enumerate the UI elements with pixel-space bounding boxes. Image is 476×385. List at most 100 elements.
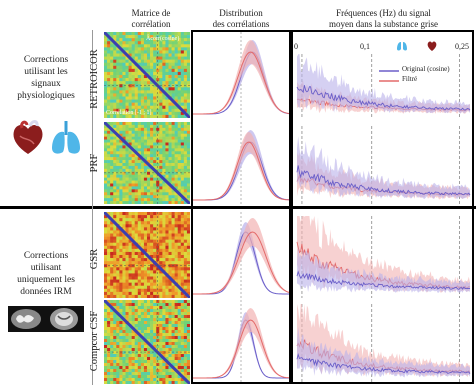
matrix-cell bbox=[177, 270, 182, 274]
matrix-cell bbox=[177, 267, 182, 271]
matrix-cell bbox=[128, 195, 132, 199]
matrix-cell bbox=[107, 291, 111, 296]
matrix-cell bbox=[165, 78, 169, 82]
matrix-cell bbox=[171, 56, 175, 60]
matrix-cell bbox=[165, 251, 169, 256]
matrix-cell bbox=[131, 369, 136, 373]
matrix-cell bbox=[162, 168, 166, 173]
row-label-gsr: GSR bbox=[89, 248, 100, 270]
matrix-cell bbox=[128, 139, 132, 143]
matrix-cell bbox=[150, 285, 154, 290]
legend-filtered: Filtré bbox=[402, 75, 418, 83]
matrix-cell bbox=[143, 124, 148, 129]
matrix-cell bbox=[107, 160, 111, 164]
matrix-cell bbox=[147, 251, 151, 256]
matrix-cell bbox=[171, 306, 175, 310]
matrix-cell bbox=[113, 71, 117, 76]
matrix-cell bbox=[183, 41, 188, 45]
matrix-cell bbox=[171, 81, 175, 85]
matrix-cell bbox=[113, 78, 117, 82]
matrix-cell bbox=[165, 264, 169, 268]
matrix-cell bbox=[107, 142, 111, 146]
matrix-cell bbox=[156, 357, 160, 361]
matrix-cell bbox=[134, 68, 139, 73]
matrix-cell bbox=[113, 264, 117, 268]
matrix-cell bbox=[125, 303, 129, 307]
matrix-cell bbox=[180, 230, 185, 234]
matrix-cell bbox=[134, 248, 139, 253]
matrix-cell bbox=[180, 136, 185, 140]
matrix-cell bbox=[171, 282, 175, 287]
matrix-cell bbox=[183, 145, 188, 149]
matrix-cell bbox=[177, 142, 182, 146]
matrix-cell bbox=[143, 47, 148, 51]
matrix-cell bbox=[119, 261, 123, 265]
matrix-cell bbox=[104, 93, 108, 97]
matrix-cell bbox=[168, 258, 172, 262]
matrix-cell bbox=[156, 291, 160, 296]
matrix-cell bbox=[156, 180, 160, 184]
matrix-cell bbox=[168, 78, 172, 82]
matrix-cell bbox=[186, 218, 190, 222]
matrix-cell bbox=[153, 224, 157, 228]
matrix-cell bbox=[162, 201, 166, 204]
matrix-cell bbox=[137, 53, 142, 57]
matrix-cell bbox=[174, 180, 179, 184]
matrix-cell bbox=[104, 224, 108, 228]
matrix-cell bbox=[107, 189, 111, 193]
matrix-cell bbox=[113, 53, 117, 57]
matrix-cell bbox=[140, 53, 145, 57]
matrix-cell bbox=[116, 315, 120, 319]
matrix-cell bbox=[159, 41, 163, 45]
matrix-cell bbox=[177, 93, 182, 97]
matrix-cell bbox=[183, 99, 188, 103]
matrix-cell bbox=[116, 294, 120, 298]
matrix-cell bbox=[104, 354, 108, 358]
matrix-cell bbox=[156, 330, 160, 334]
matrix-cell bbox=[165, 136, 169, 140]
matrix-cell bbox=[153, 312, 157, 316]
matrix-cell bbox=[165, 258, 169, 262]
matrix-cell bbox=[147, 186, 151, 190]
matrix-cell bbox=[119, 212, 123, 216]
matrix-cell bbox=[140, 93, 145, 97]
matrix-cell bbox=[153, 108, 157, 113]
matrix-cell bbox=[186, 105, 190, 110]
matrix-cell bbox=[177, 324, 182, 328]
matrix-cell bbox=[104, 248, 108, 253]
matrix-cell bbox=[147, 233, 151, 237]
matrix-cell bbox=[162, 157, 166, 161]
matrix-cell bbox=[125, 324, 129, 328]
matrix-cell bbox=[137, 151, 142, 155]
matrix-cell bbox=[174, 239, 179, 244]
matrix-cell bbox=[119, 171, 123, 176]
matrix-cell bbox=[134, 318, 139, 322]
matrix-cell bbox=[180, 360, 185, 364]
matrix-cell bbox=[165, 351, 169, 355]
matrix-cell bbox=[125, 227, 129, 231]
matrix-cell bbox=[147, 324, 151, 328]
matrix-cell bbox=[147, 174, 151, 178]
matrix-cell bbox=[150, 333, 154, 337]
matrix-cell bbox=[137, 357, 142, 361]
matrix-cell bbox=[180, 75, 185, 79]
matrix-cell bbox=[113, 336, 117, 340]
matrix-cell bbox=[156, 160, 160, 164]
matrix-cell bbox=[110, 345, 114, 349]
matrix-cell bbox=[168, 282, 172, 287]
matrix-cell bbox=[116, 261, 120, 265]
matrix-cell bbox=[122, 59, 126, 64]
matrix-cell bbox=[168, 315, 172, 319]
matrix-cell bbox=[186, 251, 190, 256]
matrix-cell bbox=[156, 189, 160, 193]
matrix-cell bbox=[143, 201, 148, 204]
matrix-cell bbox=[137, 215, 142, 219]
matrix-cell bbox=[104, 221, 108, 225]
matrix-cell bbox=[134, 195, 139, 199]
matrix-cell bbox=[104, 276, 108, 280]
matrix-cell bbox=[174, 227, 179, 231]
matrix-cell bbox=[174, 357, 179, 361]
matrix-cell bbox=[168, 41, 172, 45]
matrix-cell bbox=[107, 279, 111, 283]
matrix-cell bbox=[177, 345, 182, 349]
